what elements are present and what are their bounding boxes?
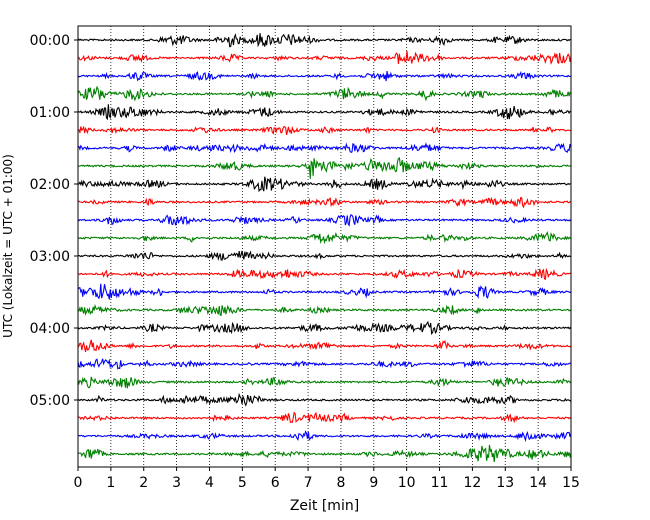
x-axis-label: Zeit [min] bbox=[290, 498, 359, 514]
y-axis-label: UTC (Lokalzeit = UTC + 01:00) bbox=[1, 154, 15, 338]
x-tick-label: 3 bbox=[172, 475, 181, 491]
plot-frame bbox=[77, 25, 572, 468]
trace-row-0115 bbox=[77, 125, 572, 136]
y-tick-label: 03:00 bbox=[30, 249, 70, 265]
x-tick-label: 13 bbox=[496, 475, 514, 491]
trace-row-0445 bbox=[77, 376, 572, 389]
trace-row-0545 bbox=[77, 444, 572, 462]
trace-row-0145 bbox=[77, 157, 572, 179]
x-tick-label: 8 bbox=[336, 475, 345, 491]
trace-row-0200 bbox=[77, 176, 572, 193]
trace-row-0345 bbox=[77, 303, 572, 316]
seismogram-traces bbox=[77, 33, 572, 462]
trace-row-0130 bbox=[77, 142, 572, 154]
trace-row-0030 bbox=[77, 71, 572, 82]
trace-row-0500 bbox=[77, 392, 572, 407]
trace-row-0000 bbox=[77, 33, 572, 48]
y-tick-label: 01:00 bbox=[30, 105, 70, 121]
x-tick-label: 14 bbox=[529, 475, 547, 491]
x-tick-label: 2 bbox=[139, 475, 148, 491]
x-tick-label: 6 bbox=[271, 475, 280, 491]
trace-row-0230 bbox=[77, 214, 572, 227]
trace-row-0045 bbox=[77, 85, 572, 102]
trace-row-0400 bbox=[77, 320, 572, 336]
x-tick-label: 4 bbox=[205, 475, 214, 491]
x-tick-label: 9 bbox=[369, 475, 378, 491]
trace-row-0315 bbox=[77, 267, 572, 280]
trace-row-0515 bbox=[77, 411, 572, 424]
x-tick-label: 7 bbox=[304, 475, 313, 491]
x-tick-label: 1 bbox=[106, 475, 115, 491]
x-tick-label: 15 bbox=[562, 475, 580, 491]
trace-row-0330 bbox=[77, 283, 572, 300]
trace-row-0215 bbox=[77, 196, 572, 209]
y-tick-label: 05:00 bbox=[30, 393, 70, 409]
x-tick-label: 0 bbox=[74, 475, 83, 491]
x-tick-label: 11 bbox=[431, 475, 449, 491]
x-axis-ticks: 0 1 2 3 4 5 6 7 8 9 10 11 12 13 14 15 bbox=[74, 467, 580, 491]
trace-row-0430 bbox=[77, 358, 572, 370]
trace-row-0100 bbox=[77, 104, 572, 121]
x-tick-label: 10 bbox=[398, 475, 416, 491]
y-tick-label: 00:00 bbox=[30, 33, 70, 49]
y-axis-ticks: 00:00 01:00 02:00 03:00 04:00 05:00 bbox=[30, 33, 78, 409]
x-tick-label: 5 bbox=[238, 475, 247, 491]
x-tick-label: 12 bbox=[463, 475, 481, 491]
y-tick-label: 02:00 bbox=[30, 177, 70, 193]
trace-row-0415 bbox=[77, 339, 572, 353]
y-tick-label: 04:00 bbox=[30, 321, 70, 337]
trace-row-0245 bbox=[77, 230, 572, 245]
trace-row-0015 bbox=[77, 50, 572, 65]
trace-row-0530 bbox=[77, 430, 572, 443]
trace-row-0300 bbox=[78, 250, 572, 262]
